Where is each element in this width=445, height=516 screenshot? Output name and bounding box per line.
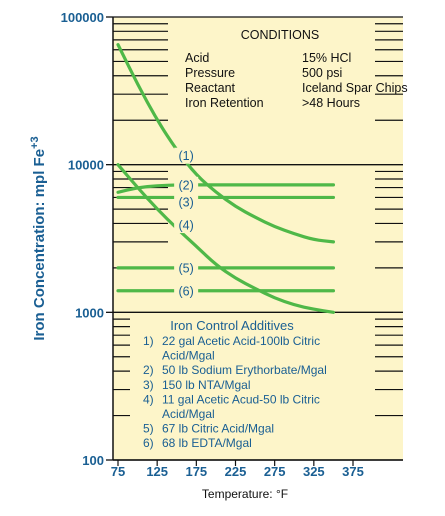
additive-number: 2) bbox=[143, 363, 154, 377]
curve-label-gap bbox=[174, 282, 199, 299]
curve-label-5: (5) bbox=[179, 261, 194, 275]
x-axis-label: Temperature: °F bbox=[202, 487, 288, 501]
y-tick-label: 10000 bbox=[68, 158, 104, 173]
condition-value: Iceland Spar Chips bbox=[302, 81, 408, 95]
curve-label-6: (6) bbox=[179, 284, 194, 298]
additives-box: Iron Control Additives 1) 22 gal Acetic Ac… bbox=[130, 315, 375, 455]
additive-text: 50 lb Sodium Erythorbate/Mgal bbox=[162, 363, 327, 377]
curve-label-gap bbox=[174, 193, 199, 210]
y-axis-label-superscript: +3 bbox=[29, 136, 41, 149]
series-line-4 bbox=[116, 163, 336, 314]
condition-value: >48 Hours bbox=[302, 96, 360, 110]
additives-title: Iron Control Additives bbox=[170, 318, 294, 333]
x-tick-label: 175 bbox=[185, 464, 207, 479]
condition-value: 15% HCl bbox=[302, 51, 351, 65]
additive-number: 3) bbox=[143, 378, 154, 392]
additive-number: 4) bbox=[143, 392, 154, 406]
conditions-box: CONDITIONS Acid 15% HCl Pressure 500 psi Reac… bbox=[175, 25, 408, 125]
additive-text: Acid/Mgal bbox=[162, 407, 215, 421]
curve-label-3: (3) bbox=[179, 195, 194, 209]
additive-text: 22 gal Acetic Acid-100lb Citric bbox=[162, 334, 320, 348]
x-tick-label: 225 bbox=[225, 464, 247, 479]
additive-text: 67 lb Citric Acid/Mgal bbox=[162, 422, 274, 436]
x-tick-label: 375 bbox=[342, 464, 364, 479]
condition-label: Pressure bbox=[185, 66, 235, 80]
additive-number: 6) bbox=[143, 436, 154, 450]
curve-label-gap bbox=[174, 217, 199, 234]
additive-text: 11 gal Acetic Acud-50 lb Citric bbox=[162, 392, 320, 406]
x-tick-label: 75 bbox=[111, 464, 125, 479]
curve-label-gap bbox=[174, 147, 199, 164]
x-tick-label: 275 bbox=[264, 464, 286, 479]
conditions-box-background bbox=[175, 25, 375, 125]
condition-value: 500 psi bbox=[302, 66, 342, 80]
additive-number: 1) bbox=[143, 334, 154, 348]
additives-box-background bbox=[130, 315, 375, 455]
curve-label-gap bbox=[174, 259, 199, 276]
y-tick-label: 100000 bbox=[61, 10, 104, 25]
y-tick-label: 1000 bbox=[75, 305, 104, 320]
x-tick-label: 125 bbox=[146, 464, 168, 479]
conditions-title: CONDITIONS bbox=[241, 28, 319, 42]
curve-label-2: (2) bbox=[179, 178, 194, 192]
curve-label-4: (4) bbox=[179, 219, 194, 233]
series-line-1 bbox=[116, 43, 336, 244]
additive-text: 68 lb EDTA/Mgal bbox=[162, 436, 252, 450]
additive-text: 150 lb NTA/Mgal bbox=[162, 378, 250, 392]
curve-label-1: (1) bbox=[179, 149, 194, 163]
axes: 75 125 175 225 275 325 375 100 1000 10000 100000 Te… bbox=[29, 10, 403, 501]
y-tick-label: 100 bbox=[82, 453, 104, 468]
additive-number: 5) bbox=[143, 422, 154, 436]
curve-labels: (1) (2) (3) (4) (5) (6) bbox=[174, 147, 199, 299]
condition-label: Iron Retention bbox=[185, 96, 264, 110]
condition-label: Reactant bbox=[185, 81, 236, 95]
curve-label-gap bbox=[174, 176, 199, 193]
y-axis-label: Iron Concentration: mpl Fe+3 bbox=[29, 136, 48, 340]
additive-text: Acid/Mgal bbox=[162, 349, 215, 363]
x-tick-label: 325 bbox=[303, 464, 325, 479]
condition-label: Acid bbox=[185, 51, 209, 65]
